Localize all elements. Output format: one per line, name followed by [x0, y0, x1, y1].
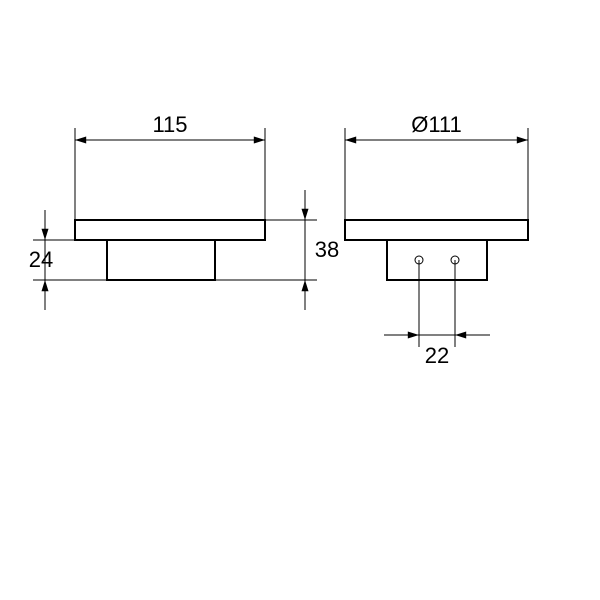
right-plate	[345, 220, 528, 240]
arrow-icon	[302, 209, 309, 220]
arrow-icon	[254, 137, 265, 144]
arrow-icon	[517, 137, 528, 144]
dim-width-115: 115	[152, 112, 187, 137]
dim-diameter-111: Ø111	[411, 112, 462, 137]
arrow-icon	[75, 137, 86, 144]
dim-height-24: 24	[29, 247, 53, 272]
right-mount	[387, 240, 487, 280]
arrow-icon	[345, 137, 356, 144]
arrow-icon	[455, 332, 466, 339]
dim-height-38: 38	[315, 237, 339, 262]
arrow-icon	[42, 229, 49, 240]
left-mount	[107, 240, 215, 280]
arrow-icon	[408, 332, 419, 339]
arrow-icon	[42, 280, 49, 291]
left-plate	[75, 220, 265, 240]
dim-holes-22: 22	[425, 343, 449, 368]
arrow-icon	[302, 280, 309, 291]
